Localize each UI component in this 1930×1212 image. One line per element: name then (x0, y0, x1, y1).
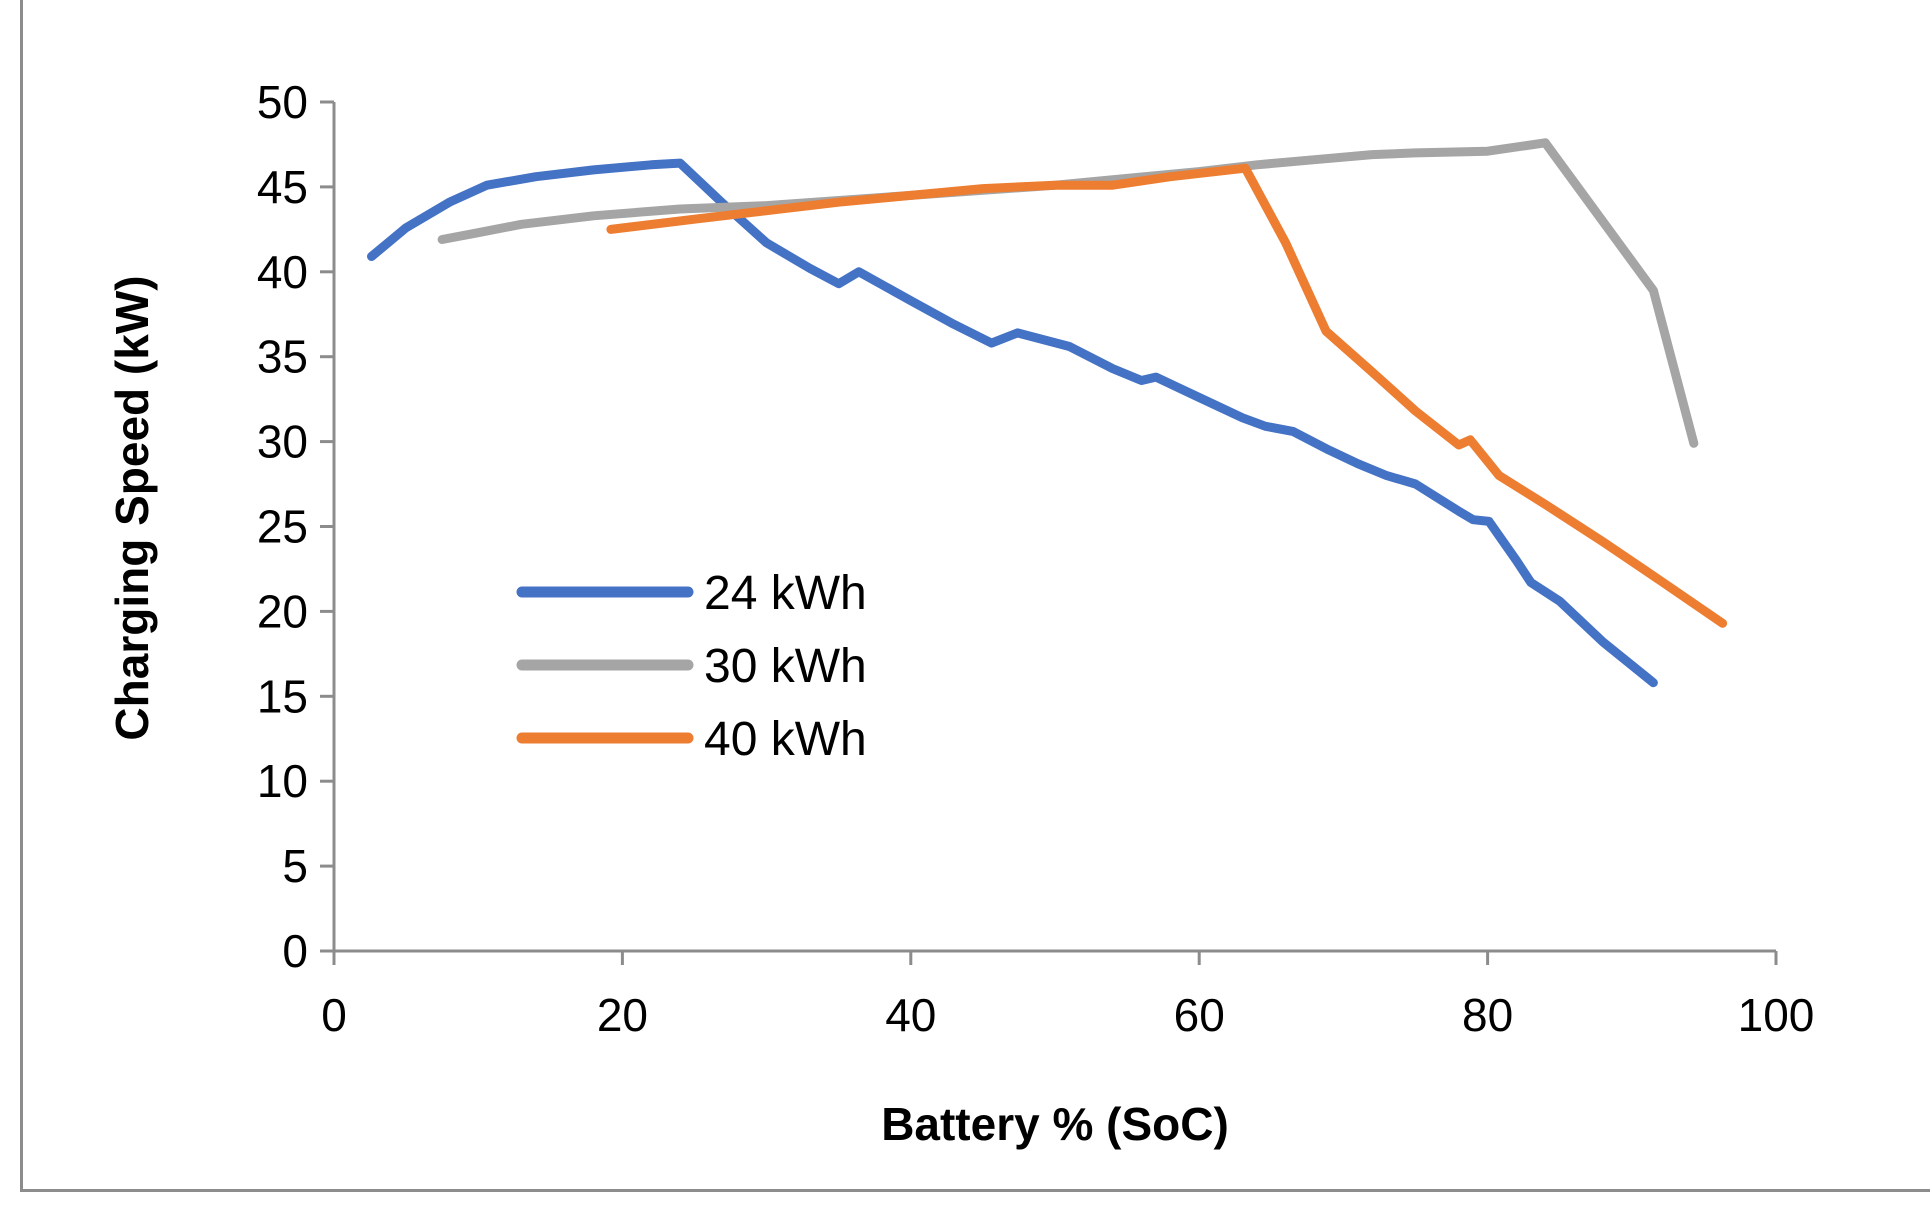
legend-label: 24 kWh (704, 567, 867, 620)
y-tick-label: 40 (257, 246, 308, 298)
x-tick-label: 0 (321, 989, 347, 1041)
y-tick-label: 0 (282, 925, 308, 977)
chart-area (20, 0, 1930, 1192)
series-line-24-kwh (367, 158, 1658, 688)
y-tick-label: 10 (257, 755, 308, 807)
x-tick-label: 80 (1462, 989, 1513, 1041)
series-lines (367, 138, 1728, 688)
y-tick-label: 30 (257, 416, 308, 468)
y-tick-label: 15 (257, 670, 308, 722)
axes (320, 100, 1778, 965)
x-tick-label: 40 (885, 989, 936, 1041)
y-tick-label: 45 (257, 161, 308, 213)
y-axis-title: Charging Speed (kW) (106, 275, 158, 740)
legend: 24 kWh 30 kWh 40 kWh (516, 567, 867, 766)
legend-label: 40 kWh (704, 713, 867, 766)
tick-labels: 0 5 10 15 20 25 30 35 40 45 50 0 20 40 60 80 100 (257, 76, 1815, 1041)
y-tick-label: 50 (257, 76, 308, 128)
x-tick-label: 20 (597, 989, 648, 1041)
legend-label: 30 kWh (704, 640, 867, 693)
y-tick-label: 25 (257, 501, 308, 553)
y-tick-label: 5 (282, 840, 308, 892)
series-line-40-kwh (606, 163, 1728, 628)
y-tick-label: 35 (257, 331, 308, 383)
x-tick-label: 60 (1174, 989, 1225, 1041)
y-tick-label: 20 (257, 585, 308, 637)
x-axis-title: Battery % (SoC) (881, 1098, 1229, 1150)
x-tick-label: 100 (1738, 989, 1815, 1041)
